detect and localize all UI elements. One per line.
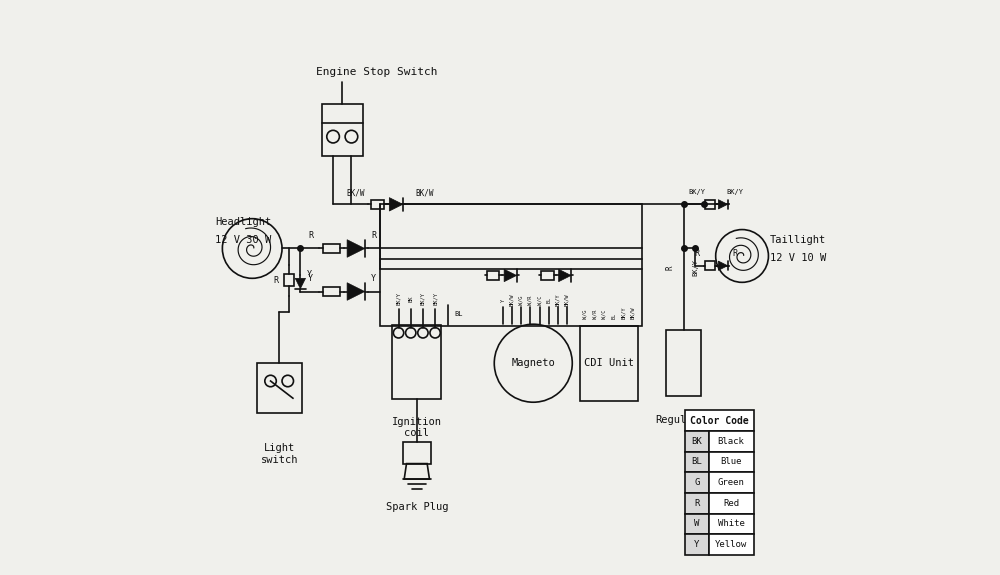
Bar bbox=[709, 431, 754, 451]
Text: Y: Y bbox=[371, 274, 376, 283]
Text: W/G: W/G bbox=[583, 310, 588, 319]
Text: BK/Y: BK/Y bbox=[688, 189, 705, 195]
Bar bbox=[371, 200, 384, 209]
Text: W/C: W/C bbox=[537, 296, 542, 305]
Text: BK/W: BK/W bbox=[510, 294, 515, 306]
Text: Spark Plug: Spark Plug bbox=[386, 502, 448, 512]
Text: Y: Y bbox=[308, 274, 313, 283]
Bar bbox=[705, 200, 715, 209]
Text: Red: Red bbox=[723, 499, 739, 508]
Text: CDI Unit: CDI Unit bbox=[584, 358, 634, 368]
Text: Y: Y bbox=[694, 540, 699, 549]
Text: Black: Black bbox=[718, 437, 745, 446]
Text: Ignition
coil: Ignition coil bbox=[392, 416, 442, 438]
Bar bbox=[709, 451, 754, 472]
Bar bbox=[709, 513, 754, 534]
Text: R: R bbox=[733, 248, 738, 258]
Text: G: G bbox=[694, 478, 699, 487]
Text: Color Code: Color Code bbox=[690, 416, 748, 426]
Bar bbox=[685, 451, 709, 472]
Text: W: W bbox=[694, 519, 699, 528]
Bar bbox=[322, 104, 363, 156]
Bar bbox=[685, 431, 709, 451]
Polygon shape bbox=[504, 269, 517, 282]
Polygon shape bbox=[559, 269, 571, 282]
Text: Magneto: Magneto bbox=[511, 358, 555, 368]
Text: W/C: W/C bbox=[602, 310, 607, 319]
Polygon shape bbox=[295, 278, 306, 289]
Bar bbox=[685, 493, 709, 513]
Text: BK/W: BK/W bbox=[565, 294, 570, 306]
Text: W/R: W/R bbox=[528, 296, 533, 305]
Bar bbox=[709, 534, 754, 555]
Text: BK/Y: BK/Y bbox=[621, 306, 626, 319]
Bar bbox=[323, 287, 340, 296]
Text: BL: BL bbox=[546, 297, 551, 303]
Bar bbox=[403, 442, 431, 463]
Text: BK/W: BK/W bbox=[415, 189, 434, 197]
Text: White: White bbox=[718, 519, 745, 528]
Text: R: R bbox=[694, 248, 699, 258]
Text: BL: BL bbox=[454, 312, 463, 317]
Bar bbox=[392, 325, 441, 400]
Text: Taillight: Taillight bbox=[770, 235, 826, 245]
Polygon shape bbox=[389, 198, 403, 211]
Text: BK/W: BK/W bbox=[630, 306, 635, 319]
Text: R: R bbox=[308, 231, 313, 240]
Text: BK/Y: BK/Y bbox=[693, 259, 699, 276]
Text: BK/Y: BK/Y bbox=[433, 293, 438, 305]
Bar bbox=[685, 513, 709, 534]
Polygon shape bbox=[718, 200, 728, 209]
Text: 12 V 10 W: 12 V 10 W bbox=[770, 253, 826, 263]
Text: BL: BL bbox=[611, 313, 616, 319]
Bar bbox=[323, 244, 340, 253]
Bar bbox=[685, 472, 709, 493]
Bar bbox=[709, 493, 754, 513]
Text: BL: BL bbox=[691, 457, 702, 466]
Text: R: R bbox=[694, 499, 699, 508]
Polygon shape bbox=[347, 240, 365, 257]
Polygon shape bbox=[347, 283, 365, 300]
Text: BK: BK bbox=[691, 437, 702, 446]
Text: BK/Y: BK/Y bbox=[555, 294, 560, 306]
Text: R: R bbox=[274, 275, 279, 285]
Text: 12 V 30 W: 12 V 30 W bbox=[215, 235, 271, 245]
Text: Yellow: Yellow bbox=[715, 540, 747, 549]
Bar bbox=[541, 271, 554, 280]
Text: W/G: W/G bbox=[519, 296, 524, 305]
Bar bbox=[666, 330, 701, 396]
Text: R: R bbox=[371, 231, 376, 240]
Text: BK/Y: BK/Y bbox=[396, 293, 401, 305]
Bar bbox=[685, 534, 709, 555]
Bar bbox=[685, 410, 754, 431]
Text: BK/W: BK/W bbox=[346, 189, 365, 197]
Text: BK: BK bbox=[408, 296, 413, 302]
Bar bbox=[284, 274, 294, 286]
Text: BK/Y: BK/Y bbox=[727, 189, 744, 195]
Bar bbox=[487, 271, 499, 280]
Text: Y: Y bbox=[500, 298, 505, 302]
Bar bbox=[705, 261, 715, 270]
Text: BK/Y: BK/Y bbox=[420, 293, 425, 305]
Text: Blue: Blue bbox=[720, 457, 742, 466]
Text: Headlight: Headlight bbox=[215, 217, 271, 227]
Bar bbox=[709, 472, 754, 493]
Text: Light
switch: Light switch bbox=[260, 443, 298, 465]
Bar bbox=[257, 363, 302, 413]
Bar bbox=[380, 204, 642, 326]
Text: Engine Stop Switch: Engine Stop Switch bbox=[316, 67, 438, 78]
Text: W/R: W/R bbox=[592, 310, 597, 319]
Text: Green: Green bbox=[718, 478, 745, 487]
Bar bbox=[580, 326, 638, 401]
Polygon shape bbox=[718, 261, 728, 270]
Text: R: R bbox=[665, 265, 674, 270]
Text: Regulator: Regulator bbox=[655, 415, 712, 424]
Text: Y: Y bbox=[307, 270, 312, 279]
